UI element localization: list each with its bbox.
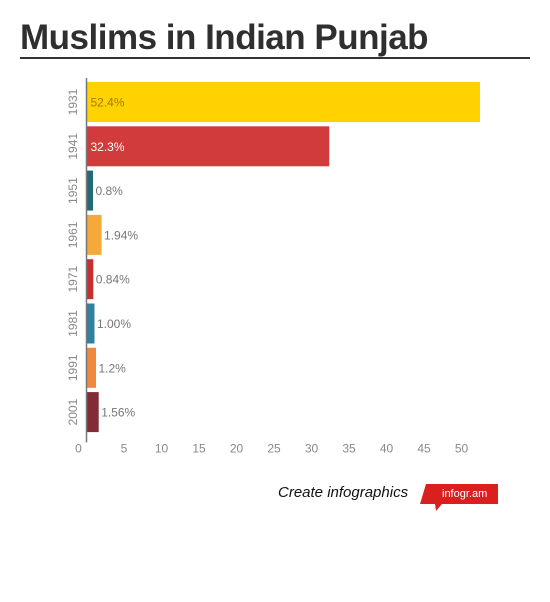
create-infographics-link[interactable]: Create infographics: [278, 484, 409, 501]
data-label-1941: 32.3%: [91, 140, 125, 154]
x-tick-label-5: 5: [121, 441, 128, 455]
x-tick-label-35: 35: [342, 441, 356, 455]
x-tick-label-40: 40: [380, 441, 394, 455]
bar-1971: [87, 259, 94, 300]
x-tick-label-50: 50: [455, 441, 469, 455]
infogram-badge-shape: [420, 484, 498, 511]
infogram-badge-label: infogr.am: [442, 488, 488, 500]
category-label-1951: 1951: [66, 177, 80, 204]
category-label-1981: 1981: [66, 310, 80, 337]
bar-chart: 1931 52.4% 1941 32.3% 1951 0.8% 1961 1.94% 1971 0…: [66, 78, 480, 455]
x-tick-label-45: 45: [417, 441, 431, 455]
x-tick-label-15: 15: [192, 441, 206, 455]
bar-1961: [87, 214, 102, 255]
bar-1991: [87, 347, 96, 388]
category-label-2001: 2001: [66, 398, 80, 425]
title-divider: [20, 57, 530, 59]
category-label-1961: 1961: [66, 221, 80, 248]
bar-2001: [87, 392, 99, 433]
x-tick-label-10: 10: [155, 441, 169, 455]
x-tick-label-0: 0: [75, 441, 82, 455]
data-label-1961: 1.94%: [104, 228, 138, 242]
data-label-1971: 0.84%: [96, 273, 130, 287]
category-label-1941: 1941: [66, 133, 80, 160]
category-label-1991: 1991: [66, 354, 80, 381]
bar-1981: [87, 303, 95, 344]
x-tick-label-25: 25: [267, 441, 281, 455]
data-label-1951: 0.8%: [96, 184, 124, 198]
chart-title: Muslims in Indian Punjab: [20, 18, 429, 57]
data-label-1931: 52.4%: [91, 96, 125, 110]
bar-1941: [87, 126, 330, 167]
bar-1951: [87, 170, 93, 211]
data-label-1981: 1.00%: [97, 317, 131, 331]
data-label-2001: 1.56%: [101, 406, 135, 420]
category-label-1971: 1971: [66, 266, 80, 293]
data-label-1991: 1.2%: [99, 361, 127, 375]
infogram-badge[interactable]: infogr.am: [420, 484, 500, 512]
bar-1931: [87, 82, 480, 122]
category-label-1931: 1931: [66, 88, 80, 115]
x-tick-label-20: 20: [230, 441, 244, 455]
x-tick-label-30: 30: [305, 441, 319, 455]
